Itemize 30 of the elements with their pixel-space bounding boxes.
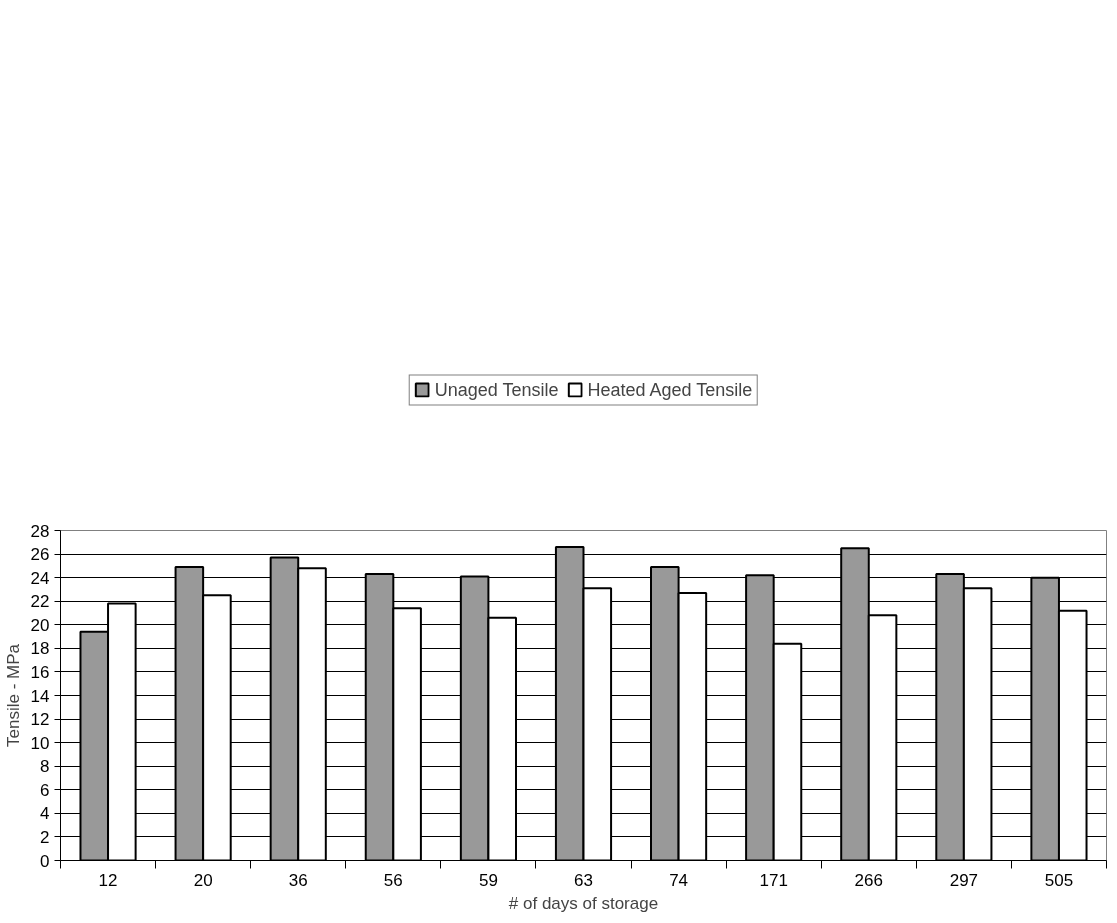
x-tick-label: 12	[98, 870, 118, 890]
y-tick-label: 28	[30, 521, 50, 541]
y-tick-label: 8	[40, 757, 50, 777]
x-tick-label: 63	[574, 870, 593, 890]
x-tick-label: 266	[854, 870, 883, 890]
x-tick-label: 505	[1044, 870, 1074, 890]
x-tick-label: 59	[478, 870, 498, 890]
y-tick-label: 0	[40, 851, 50, 871]
x-tick-label: 20	[193, 870, 213, 890]
y-tick-label: 16	[30, 662, 50, 682]
y-tick-label: 26	[30, 545, 50, 565]
y-tick-label: 2	[40, 827, 50, 847]
x-tick-label: 56	[383, 870, 403, 890]
y-tick-label: 10	[30, 733, 50, 753]
y-tick-label: 20	[30, 615, 50, 635]
y-tick-label: 14	[30, 686, 50, 706]
x-tick-label: 171	[759, 870, 788, 890]
y-tick-label: 12	[30, 710, 50, 730]
y-tick-label: 18	[30, 639, 50, 659]
x-axis-title: # of days of storage	[508, 893, 659, 913]
x-tick-label: 297	[949, 870, 979, 890]
legend-label: Heated Aged Tensile	[587, 379, 753, 401]
x-tick-label: 74	[669, 870, 689, 890]
y-tick-label: 22	[30, 592, 50, 612]
y-axis-title: Tensile - MPa	[3, 643, 23, 747]
y-tick-label: 4	[40, 804, 50, 824]
y-tick-label: 6	[40, 780, 50, 800]
y-tick-label: 24	[30, 568, 50, 588]
x-tick-label: 36	[288, 870, 308, 890]
legend-label: Unaged Tensile	[434, 379, 559, 401]
